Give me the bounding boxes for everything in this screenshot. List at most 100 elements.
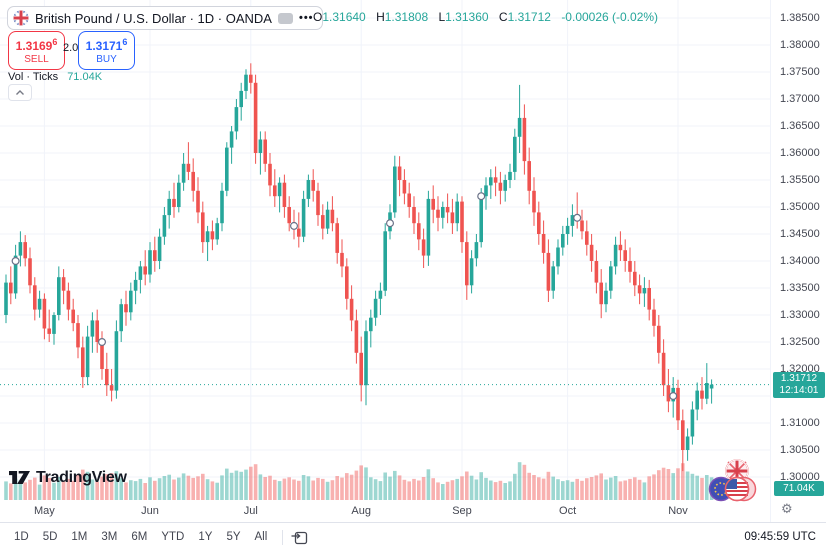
candlestick[interactable] — [253, 82, 258, 153]
candlestick[interactable] — [690, 409, 695, 437]
candlestick[interactable] — [282, 182, 287, 207]
candlestick[interactable] — [138, 266, 143, 280]
candlestick[interactable] — [676, 387, 680, 421]
candlestick[interactable] — [186, 163, 191, 172]
candlestick[interactable] — [229, 131, 234, 148]
candlestick[interactable] — [709, 384, 714, 389]
candlestick[interactable] — [441, 207, 445, 218]
candlestick[interactable] — [484, 185, 488, 197]
range-button-ytd[interactable]: YTD — [161, 531, 185, 543]
candlestick[interactable] — [52, 315, 56, 334]
candlestick[interactable] — [133, 279, 138, 291]
buy-button[interactable]: 1.31716 BUY — [78, 31, 135, 70]
candlestick[interactable] — [580, 220, 584, 232]
candlestick[interactable] — [249, 74, 253, 83]
candlestick[interactable] — [349, 298, 354, 321]
candlestick[interactable] — [76, 323, 80, 348]
range-button-1y[interactable]: 1Y — [198, 531, 213, 543]
candlestick[interactable] — [657, 325, 661, 353]
candlestick[interactable] — [177, 182, 181, 207]
candlestick[interactable] — [85, 336, 90, 378]
candlestick[interactable] — [143, 266, 147, 275]
candlestick[interactable] — [263, 139, 267, 164]
candlestick[interactable] — [100, 342, 104, 369]
candlestick[interactable] — [599, 282, 603, 305]
candlestick[interactable] — [685, 436, 690, 451]
clock-utc[interactable]: 09:45:59 UTC — [744, 531, 816, 543]
range-button-1d[interactable]: 1D — [14, 531, 29, 543]
candlestick[interactable] — [383, 231, 387, 291]
candlestick[interactable] — [537, 212, 541, 234]
candlestick[interactable] — [90, 320, 95, 337]
candlestick[interactable] — [546, 252, 551, 291]
candlestick[interactable] — [244, 74, 248, 91]
collapse-legend-button[interactable] — [8, 84, 32, 101]
candlestick[interactable] — [354, 320, 359, 353]
price-axis[interactable]: 1.31712 12:14:01 71.04K 1.38500 1.38000 1.… — [770, 0, 826, 522]
event-marker-icon[interactable] — [477, 192, 486, 201]
candlestick[interactable] — [273, 185, 277, 197]
go-to-date-button[interactable] — [291, 529, 308, 545]
candlestick[interactable] — [503, 180, 507, 191]
candlestick[interactable] — [4, 282, 8, 315]
candlestick[interactable] — [402, 180, 407, 194]
chart-pane[interactable]: May Jun Jul Aug Sep Oct Nov — [0, 0, 770, 522]
event-marker-icon[interactable] — [290, 221, 299, 230]
candlestick[interactable] — [474, 242, 479, 259]
candlestick[interactable] — [18, 242, 23, 256]
candlestick[interactable] — [335, 223, 339, 253]
candlestick[interactable] — [369, 317, 373, 332]
candlestick[interactable] — [66, 290, 71, 310]
candlestick[interactable] — [13, 255, 18, 294]
candlestick[interactable] — [613, 244, 618, 267]
candlestick[interactable] — [153, 250, 157, 261]
event-marker-icon[interactable] — [669, 392, 678, 401]
candlestick[interactable] — [436, 209, 440, 218]
candlestick[interactable] — [700, 390, 704, 399]
candlestick[interactable] — [23, 242, 27, 259]
candlestick[interactable] — [330, 209, 335, 224]
candlestick[interactable] — [455, 201, 459, 224]
candlestick[interactable] — [81, 347, 85, 378]
candlestick[interactable] — [594, 261, 599, 283]
candlestick[interactable] — [604, 290, 608, 305]
candlestick[interactable] — [268, 163, 272, 186]
candlestick[interactable] — [431, 198, 435, 210]
candlestick[interactable] — [37, 298, 42, 310]
candlestick[interactable] — [647, 288, 651, 310]
candlestick[interactable] — [340, 252, 344, 267]
candlestick[interactable] — [541, 234, 546, 253]
symbol-button[interactable]: British Pound / U.S. Dollar · 1D · OANDA… — [7, 6, 323, 30]
event-marker-icon[interactable] — [97, 338, 106, 347]
candlestick[interactable] — [589, 244, 594, 261]
candlestick[interactable] — [417, 223, 421, 240]
candlestick[interactable] — [181, 163, 186, 183]
candlestick[interactable] — [9, 282, 13, 294]
candlestick[interactable] — [258, 139, 263, 154]
candlestick[interactable] — [498, 182, 503, 191]
candlestick[interactable] — [489, 177, 493, 186]
candlestick[interactable] — [105, 369, 109, 386]
event-marker-icon[interactable] — [386, 219, 395, 228]
candlestick[interactable] — [407, 193, 411, 208]
candlestick[interactable] — [167, 198, 171, 216]
candlestick[interactable] — [585, 231, 589, 245]
candlestick[interactable] — [306, 180, 311, 199]
candlestick[interactable] — [378, 290, 383, 299]
candlestick[interactable] — [373, 298, 378, 318]
candlestick[interactable] — [201, 212, 205, 243]
event-marker-icon[interactable] — [573, 213, 582, 222]
candlestick[interactable] — [191, 171, 195, 191]
candlestick[interactable] — [513, 136, 517, 172]
candlestick[interactable] — [61, 277, 66, 291]
candlestick[interactable] — [681, 420, 685, 450]
candlestick[interactable] — [527, 161, 531, 191]
candlestick[interactable] — [628, 261, 632, 272]
candlestick[interactable] — [129, 290, 133, 313]
candlestick[interactable] — [148, 250, 152, 275]
candlestick[interactable] — [561, 234, 565, 248]
candlestick[interactable] — [450, 212, 455, 224]
candlestick[interactable] — [652, 309, 656, 326]
candlestick[interactable] — [532, 190, 536, 213]
range-button-6m[interactable]: 6M — [131, 531, 148, 543]
